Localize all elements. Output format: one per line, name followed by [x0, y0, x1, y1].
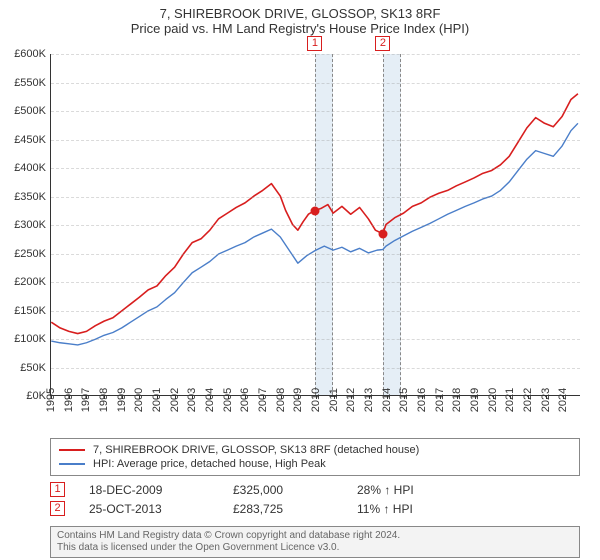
sales-row-date: 18-DEC-2009 — [89, 483, 209, 497]
sales-row: 2 25-OCT-2013 £283,725 11% ↑ HPI — [50, 499, 580, 518]
sales-row-hpi-delta: 11% ↑ HPI — [357, 502, 477, 516]
legend-swatch — [59, 449, 85, 451]
y-tick-label: £500K — [0, 105, 46, 117]
sale-marker-label: 2 — [375, 36, 390, 51]
x-tick-label: 2010 — [310, 388, 322, 412]
y-gridline — [51, 111, 580, 112]
y-tick-label: £250K — [0, 248, 46, 260]
x-tick-label: 2017 — [434, 388, 446, 412]
x-tick-label: 2021 — [504, 388, 516, 412]
x-tick-label: 2014 — [381, 388, 393, 412]
x-tick-label: 2007 — [257, 388, 269, 412]
legend-item: 7, SHIREBROOK DRIVE, GLOSSOP, SK13 8RF (… — [59, 443, 571, 457]
chart-container: 7, SHIREBROOK DRIVE, GLOSSOP, SK13 8RF P… — [0, 0, 600, 560]
attribution-line-2: This data is licensed under the Open Gov… — [57, 542, 573, 554]
x-tick-label: 2001 — [151, 388, 163, 412]
sales-row: 1 18-DEC-2009 £325,000 28% ↑ HPI — [50, 480, 580, 499]
y-tick-label: £450K — [0, 134, 46, 146]
x-tick-label: 1995 — [45, 388, 57, 412]
x-tick-label: 2002 — [169, 388, 181, 412]
x-tick-label: 2022 — [522, 388, 534, 412]
x-tick-label: 2005 — [222, 388, 234, 412]
y-tick-label: £400K — [0, 162, 46, 174]
hpi-series — [51, 123, 578, 345]
x-tick-label: 2006 — [239, 388, 251, 412]
sales-row-price: £283,725 — [233, 502, 333, 516]
x-tick-label: 2004 — [204, 388, 216, 412]
y-tick-label: £550K — [0, 77, 46, 89]
y-gridline — [51, 368, 580, 369]
x-tick-label: 2019 — [469, 388, 481, 412]
y-gridline — [51, 311, 580, 312]
x-tick-label: 2024 — [557, 388, 569, 412]
y-tick-label: £150K — [0, 305, 46, 317]
legend-label: 7, SHIREBROOK DRIVE, GLOSSOP, SK13 8RF (… — [93, 444, 419, 456]
y-gridline — [51, 54, 580, 55]
x-tick-label: 1996 — [63, 388, 75, 412]
y-gridline — [51, 168, 580, 169]
x-tick-label: 2003 — [186, 388, 198, 412]
sales-row-price: £325,000 — [233, 483, 333, 497]
y-tick-label: £300K — [0, 219, 46, 231]
x-tick-label: 2008 — [275, 388, 287, 412]
y-gridline — [51, 140, 580, 141]
chart-title: 7, SHIREBROOK DRIVE, GLOSSOP, SK13 8RF — [0, 0, 600, 21]
x-tick-label: 2009 — [292, 388, 304, 412]
x-tick-label: 1998 — [98, 388, 110, 412]
attribution-line-1: Contains HM Land Registry data © Crown c… — [57, 530, 573, 542]
sale-point-dot — [311, 206, 320, 215]
y-gridline — [51, 282, 580, 283]
legend-box: 7, SHIREBROOK DRIVE, GLOSSOP, SK13 8RF (… — [50, 438, 580, 476]
y-tick-label: £50K — [0, 362, 46, 374]
x-tick-label: 2023 — [540, 388, 552, 412]
x-tick-label: 2020 — [487, 388, 499, 412]
y-tick-label: £200K — [0, 276, 46, 288]
sales-row-date: 25-OCT-2013 — [89, 502, 209, 516]
sale-point-dot — [379, 230, 388, 239]
sales-row-marker: 1 — [50, 482, 65, 497]
x-tick-label: 1999 — [116, 388, 128, 412]
y-gridline — [51, 225, 580, 226]
x-tick-label: 2013 — [363, 388, 375, 412]
sale-marker-label: 1 — [307, 36, 322, 51]
sales-row-marker: 2 — [50, 501, 65, 516]
y-tick-label: £0K — [0, 390, 46, 402]
attribution-box: Contains HM Land Registry data © Crown c… — [50, 526, 580, 558]
y-tick-label: £350K — [0, 191, 46, 203]
x-tick-label: 2012 — [345, 388, 357, 412]
x-tick-label: 2018 — [451, 388, 463, 412]
legend-item: HPI: Average price, detached house, High… — [59, 457, 571, 471]
y-gridline — [51, 83, 580, 84]
plot-area: 1995199619971998199920002001200220032004… — [50, 54, 580, 396]
y-gridline — [51, 254, 580, 255]
x-tick-label: 2000 — [133, 388, 145, 412]
x-tick-label: 2011 — [328, 388, 340, 412]
legend-swatch — [59, 463, 85, 465]
legend-label: HPI: Average price, detached house, High… — [93, 458, 326, 470]
y-tick-label: £600K — [0, 48, 46, 60]
y-tick-label: £100K — [0, 333, 46, 345]
x-tick-label: 2016 — [416, 388, 428, 412]
chart-subtitle: Price paid vs. HM Land Registry's House … — [0, 21, 600, 36]
y-gridline — [51, 197, 580, 198]
x-tick-label: 1997 — [80, 388, 92, 412]
sales-row-hpi-delta: 28% ↑ HPI — [357, 483, 477, 497]
y-gridline — [51, 339, 580, 340]
sales-table: 1 18-DEC-2009 £325,000 28% ↑ HPI 2 25-OCT-201… — [50, 480, 580, 518]
x-tick-label: 2015 — [398, 388, 410, 412]
